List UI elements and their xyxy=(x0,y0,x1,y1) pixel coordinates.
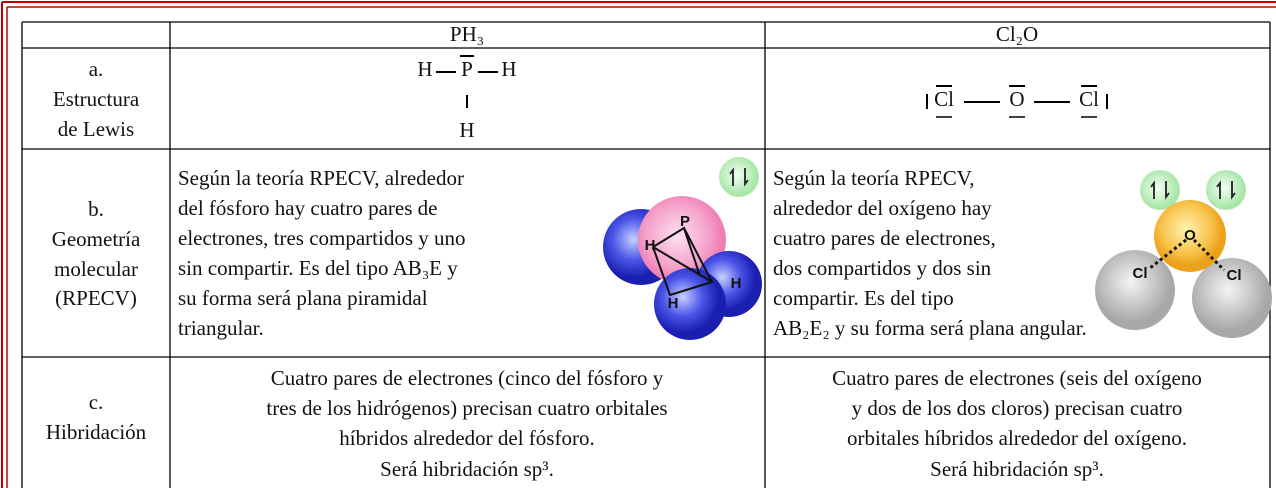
cell-line: su forma será plana piramidal xyxy=(178,286,428,310)
cell-line: del fósforo hay cuatro pares de xyxy=(178,196,437,220)
atom: H xyxy=(417,57,432,81)
atom: H xyxy=(501,57,516,81)
atom-label: P xyxy=(680,213,690,230)
atom: P xyxy=(461,57,473,81)
cell-line: Según la teoría RPECV, xyxy=(773,166,974,190)
row-label: de Lewis xyxy=(58,117,134,141)
atom-label: H xyxy=(645,237,656,254)
lewis-ph3: H P H H xyxy=(417,55,517,142)
atom-label: Cl xyxy=(1133,265,1148,282)
cell-line: dos compartidos y dos sin xyxy=(773,256,992,280)
row-label: b. xyxy=(88,197,104,221)
cl2o-model: O Cl Cl xyxy=(1095,170,1272,338)
cell-line: tres de los hidrógenos) precisan cuatro … xyxy=(266,396,667,420)
cell-line: Cuatro pares de electrones (cinco del fó… xyxy=(271,366,664,390)
cell-line: compartir. Es del tipo xyxy=(773,286,954,310)
column-header: Cl₂O xyxy=(996,22,1038,46)
row-label: Geometría xyxy=(52,227,141,251)
lewis-cl2o: Cl O Cl xyxy=(926,85,1108,118)
cell-line: híbridos alrededor del fósforo. xyxy=(339,426,594,450)
cell-line: Según la teoría RPECV, alrededor xyxy=(178,166,464,190)
cell-line: cuatro pares de electrones, xyxy=(773,226,996,250)
cell-line: Será hibridación sp³. xyxy=(380,457,554,481)
cell-line: sin compartir. Es del tipo AB₃E y xyxy=(178,256,458,280)
row-label: Estructura xyxy=(53,87,140,111)
ph3-model: H P H H xyxy=(603,157,762,340)
cell-line: AB₂E₂ y su forma será plana angular. xyxy=(773,316,1087,340)
atom: Cl xyxy=(1079,87,1099,111)
column-header: PH₃ xyxy=(450,22,484,46)
cell-line: triangular. xyxy=(178,316,264,340)
cell-line: orbitales híbridos alrededor del oxígeno… xyxy=(847,426,1187,450)
row-label: (RPECV) xyxy=(55,286,137,310)
atom-label: H xyxy=(731,275,742,292)
cell-line: Cuatro pares de electrones (seis del oxí… xyxy=(832,366,1202,390)
row-label: a. xyxy=(89,57,104,81)
cell-line: y dos de los dos cloros) precisan cuatro xyxy=(852,396,1183,420)
atom: O xyxy=(1009,87,1024,111)
row-label: Hibridación xyxy=(46,420,147,444)
atom-label: H xyxy=(668,295,679,312)
cell-line: Será hibridación sp³. xyxy=(930,457,1104,481)
cell-line: alrededor del oxígeno hay xyxy=(773,196,992,220)
atom-label: Cl xyxy=(1227,267,1242,284)
row-label: c. xyxy=(89,390,104,414)
atom: Cl xyxy=(934,87,954,111)
row-label: molecular xyxy=(54,257,138,281)
cell-line: electrones, tres compartidos y uno xyxy=(178,226,466,250)
atom-label: O xyxy=(1184,227,1196,244)
atom: H xyxy=(459,118,474,142)
table-grid xyxy=(21,21,1271,488)
